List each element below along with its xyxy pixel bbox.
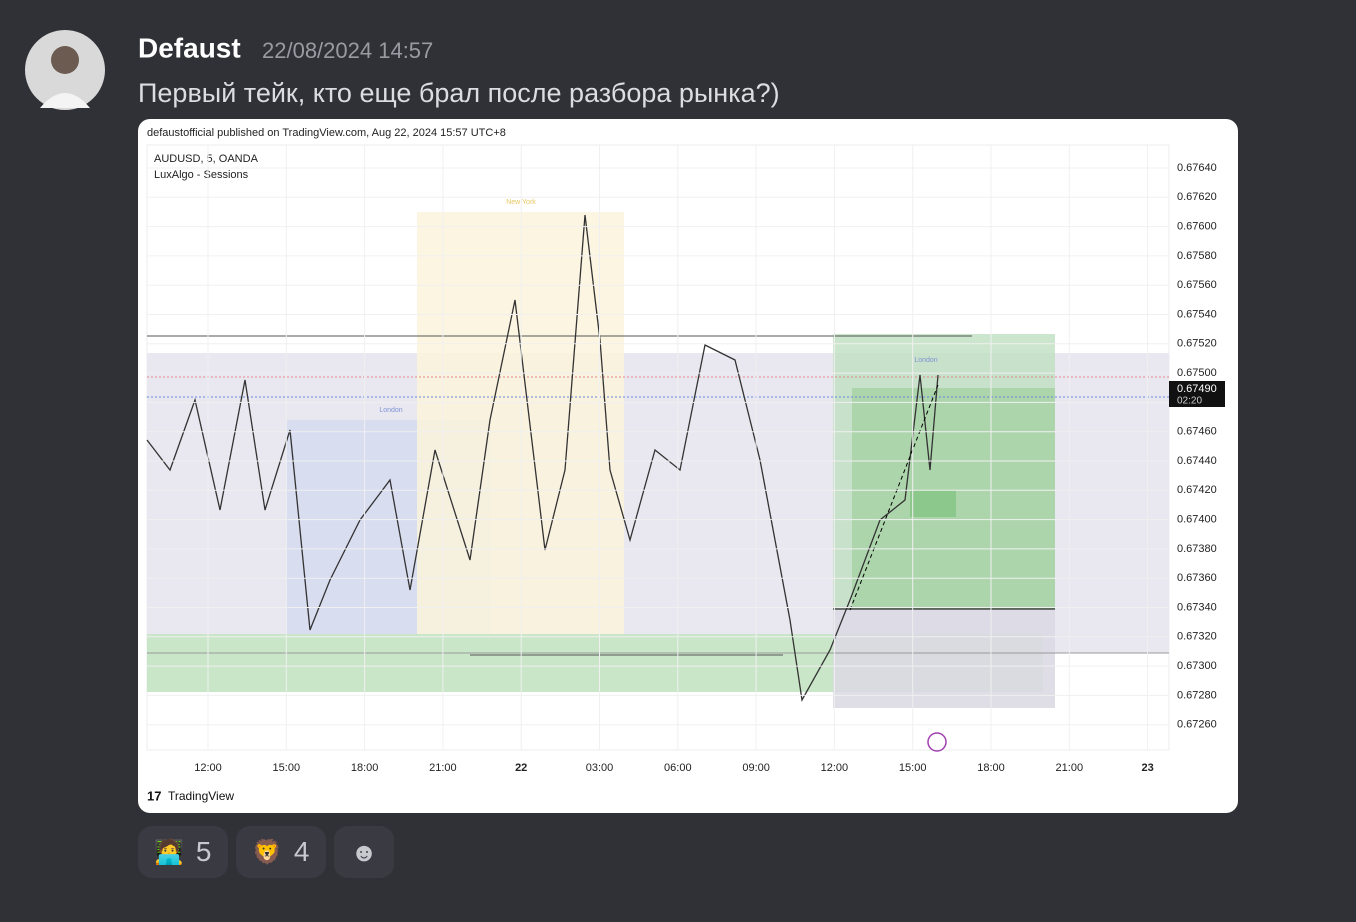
x-tick-label: 12:00 [821,762,849,774]
indicator: LuxAlgo - Sessions [154,169,249,181]
x-tick-label: 15:00 [899,762,927,774]
emoji: 🧑‍💻 [154,838,184,866]
price-tag: 0.67490 [1177,383,1217,395]
avatar-body [40,93,90,108]
y-tick-label: 0.67380 [1177,543,1217,555]
emoji: 🦁 [252,838,282,866]
reaction-count: 4 [293,836,310,867]
x-tick-label: 03:00 [586,762,614,774]
symbol: AUDUSD, 5, OANDA [154,153,259,165]
session-label: London [379,407,402,414]
y-tick-label: 0.67600 [1177,221,1217,233]
y-tick-label: 0.67560 [1177,279,1217,291]
reaction-count: 5 [195,836,212,867]
trend-line [849,384,939,611]
small-box [910,490,956,517]
y-tick-label: 0.67640 [1177,162,1217,174]
y-tick-label: 0.67300 [1177,660,1217,672]
timestamp: 22/08/2024 14:57 [262,38,433,63]
y-tick-label: 0.67540 [1177,308,1217,320]
author[interactable]: Defaust [138,32,241,63]
stop-box [833,609,1055,708]
session-label: London [914,357,937,364]
x-tick-label: 21:00 [1056,762,1084,774]
emoji: ☻ [350,836,378,867]
y-tick-label: 0.67460 [1177,426,1217,438]
add-reaction[interactable]: ☻ [334,826,394,878]
y-tick-label: 0.67500 [1177,367,1217,379]
y-tick-label: 0.67260 [1177,719,1217,731]
x-tick-label: 18:00 [977,762,1005,774]
y-tick-label: 0.67320 [1177,631,1217,643]
avatar-face [51,46,79,74]
y-tick-label: 0.67520 [1177,338,1217,350]
reaction[interactable]: 🦁 4 [236,826,326,878]
x-tick-label: 12:00 [194,762,222,774]
footer: TradingView [168,789,234,803]
y-tick-label: 0.67440 [1177,455,1217,467]
y-tick-label: 0.67400 [1177,514,1217,526]
x-tick-label: 22 [515,762,527,774]
y-tick-label: 0.67420 [1177,484,1217,496]
x-tick-label: 21:00 [429,762,457,774]
embed-header: defaustofficial published on TradingView… [147,127,506,139]
x-tick-label: 18:00 [351,762,379,774]
x-tick-label: 15:00 [273,762,301,774]
y-tick-label: 0.67340 [1177,601,1217,613]
y-tick-label: 0.67280 [1177,689,1217,701]
price-tag-bg [1169,381,1225,407]
chart-image: New York London London AUDUSD, 5, OANDA … [146,144,1225,803]
countdown: 02:20 [1177,396,1202,407]
y-tick-label: 0.67360 [1177,572,1217,584]
x-tick-label: 09:00 [742,762,770,774]
x-tick-label: 06:00 [664,762,692,774]
tv-logo: 17 [147,788,161,803]
lightning-icon [927,732,947,752]
y-tick-label: 0.67580 [1177,250,1217,262]
reaction[interactable]: 🧑‍💻 5 [138,826,228,878]
message-text: Первый тейк, кто еще брал после разбора … [138,78,780,108]
y-tick-label: 0.67620 [1177,191,1217,203]
x-tick-label: 23 [1141,762,1153,774]
